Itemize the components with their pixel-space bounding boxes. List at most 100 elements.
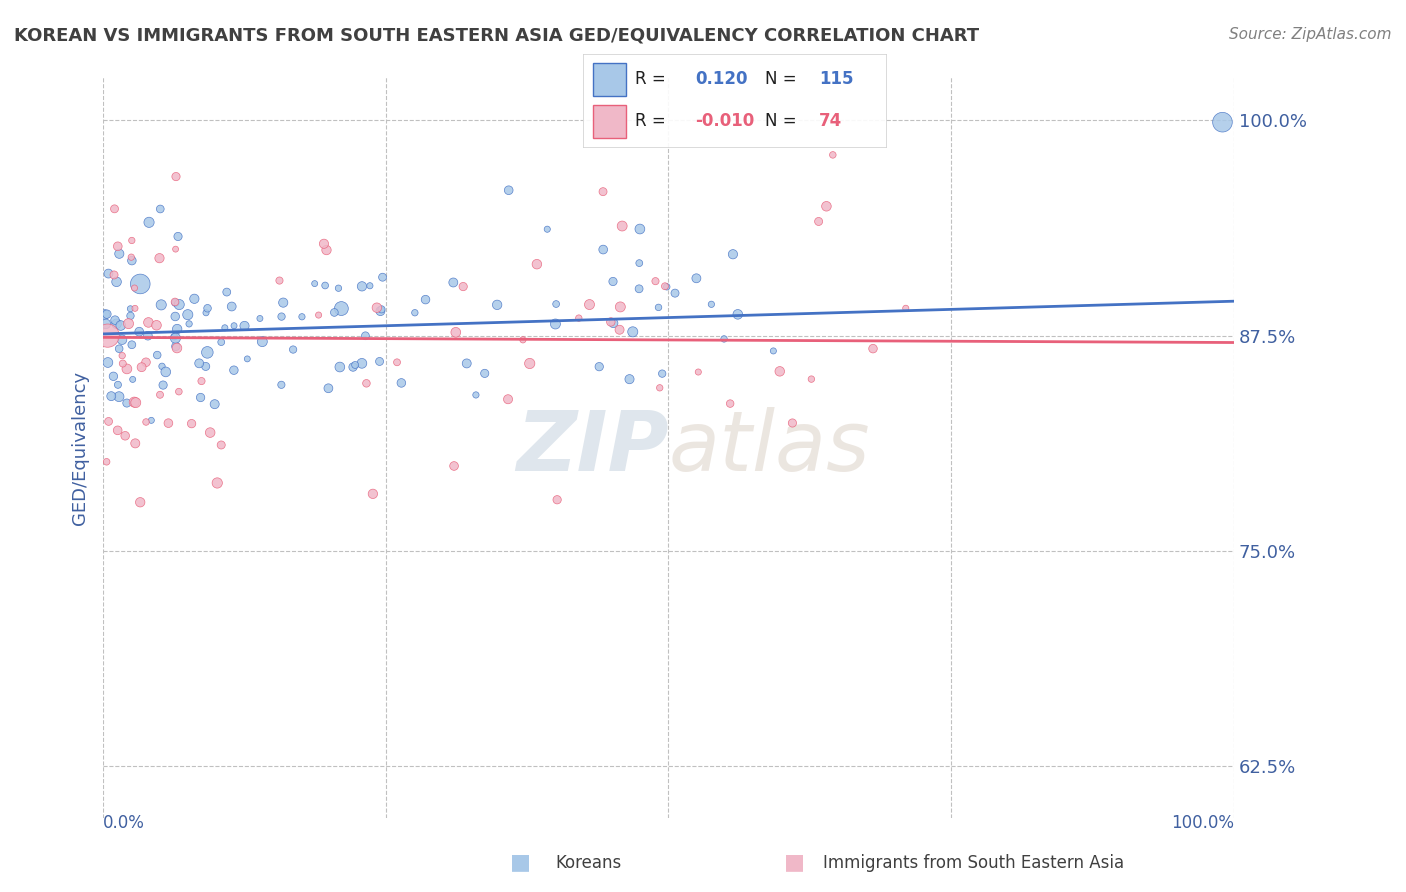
Point: [526, 257, 548, 271]
Point: [150, 359, 173, 374]
Point: [312, 236, 335, 251]
Point: [519, 356, 541, 370]
Point: [536, 222, 558, 236]
Point: [648, 381, 671, 395]
Point: [546, 297, 568, 311]
Point: [121, 234, 143, 248]
Point: [769, 364, 792, 378]
Point: [700, 297, 723, 311]
Point: [385, 355, 408, 369]
Point: [197, 301, 219, 316]
Point: [441, 276, 464, 290]
Point: [121, 337, 143, 351]
Point: [124, 436, 146, 450]
Text: N =: N =: [765, 70, 796, 87]
Point: [138, 315, 160, 329]
Point: [198, 425, 221, 440]
Point: [115, 362, 138, 376]
Point: [149, 202, 172, 216]
Text: Immigrants from South Eastern Asia: Immigrants from South Eastern Asia: [823, 855, 1123, 872]
Point: [328, 281, 350, 295]
Point: [356, 376, 378, 391]
Point: [685, 271, 707, 285]
Text: R =: R =: [636, 70, 665, 87]
Point: [190, 374, 212, 388]
Point: [718, 396, 741, 410]
Point: [368, 354, 391, 368]
Point: [96, 307, 118, 321]
Point: [314, 278, 336, 293]
Point: [150, 298, 173, 312]
Point: [121, 372, 143, 386]
Point: [609, 323, 631, 337]
Point: [163, 295, 186, 310]
Point: [145, 318, 167, 333]
Point: [619, 372, 641, 386]
Point: [252, 334, 274, 349]
Point: [108, 390, 131, 404]
Point: [308, 308, 330, 322]
Point: [359, 278, 381, 293]
Point: [94, 317, 117, 331]
Point: [721, 247, 744, 261]
Point: [222, 363, 245, 377]
Point: [647, 301, 669, 315]
Point: [291, 310, 314, 324]
Text: Source: ZipAtlas.com: Source: ZipAtlas.com: [1229, 27, 1392, 42]
Point: [188, 356, 211, 370]
Point: [370, 302, 392, 317]
Point: [344, 358, 367, 372]
Point: [97, 267, 120, 281]
Point: [366, 301, 388, 315]
Point: [166, 341, 188, 355]
Point: [354, 328, 377, 343]
Point: [165, 339, 187, 353]
Point: [125, 395, 148, 409]
Point: [149, 388, 172, 402]
Point: [141, 413, 163, 427]
Point: [103, 369, 125, 384]
Point: [342, 359, 364, 374]
Text: 0.120: 0.120: [696, 70, 748, 87]
Text: atlas: atlas: [668, 407, 870, 488]
Point: [628, 282, 651, 296]
Point: [415, 293, 437, 307]
Point: [177, 308, 200, 322]
Point: [1211, 115, 1233, 129]
Point: [128, 325, 150, 339]
Point: [135, 355, 157, 369]
FancyBboxPatch shape: [592, 105, 626, 138]
Point: [120, 250, 142, 264]
Point: [129, 277, 152, 291]
Point: [512, 333, 534, 347]
Point: [713, 332, 735, 346]
Point: [544, 317, 567, 331]
Point: [111, 349, 134, 363]
Point: [115, 396, 138, 410]
Point: [655, 280, 678, 294]
Point: [167, 297, 190, 311]
Point: [318, 381, 340, 395]
Point: [644, 274, 666, 288]
Text: 100.0%: 100.0%: [1171, 814, 1234, 832]
Point: [157, 416, 180, 430]
Point: [195, 345, 218, 359]
Point: [821, 148, 844, 162]
Point: [578, 297, 600, 311]
Point: [664, 286, 686, 301]
Point: [107, 239, 129, 253]
Point: [163, 329, 186, 343]
Text: ■: ■: [510, 853, 530, 872]
Point: [108, 342, 131, 356]
Point: [97, 328, 120, 343]
Point: [621, 325, 644, 339]
Point: [165, 242, 187, 256]
Point: [97, 414, 120, 428]
Point: [602, 316, 624, 330]
Text: Koreans: Koreans: [555, 855, 621, 872]
Point: [800, 372, 823, 386]
Point: [108, 246, 131, 260]
Point: [270, 310, 292, 324]
Point: [486, 298, 509, 312]
Point: [195, 306, 218, 320]
